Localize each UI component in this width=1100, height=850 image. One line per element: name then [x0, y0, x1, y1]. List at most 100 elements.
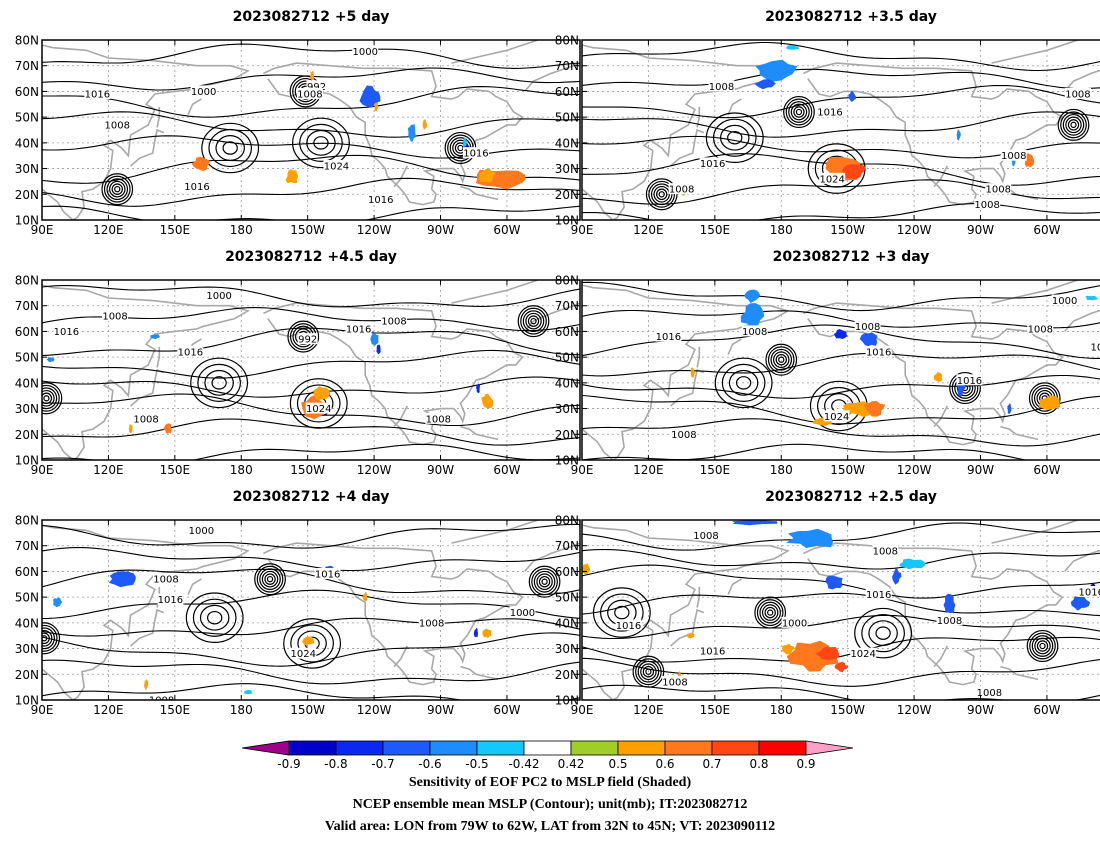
isobar-label-bg — [462, 147, 489, 159]
panel-frame — [41, 39, 581, 221]
x-tick-label: 120W — [357, 703, 392, 717]
x-tick-label: 150W — [830, 223, 865, 237]
high-pressure-isobar — [222, 141, 238, 155]
coastline — [451, 280, 539, 304]
low-pressure-isobar — [761, 604, 779, 621]
y-tick-label: 10N — [15, 214, 39, 228]
isobar-label-bg — [290, 647, 317, 659]
isobar-line — [42, 327, 580, 357]
colorbar-label: 0.6 — [655, 757, 674, 771]
isobar-line — [42, 43, 580, 69]
x-tick-label: 150W — [290, 223, 325, 237]
x-tick-label: 150E — [160, 223, 191, 237]
isobar-label-bg — [699, 645, 726, 657]
low-pressure-isobar — [1057, 108, 1090, 141]
low-pressure-isobar — [949, 371, 981, 405]
high-pressure-isobar — [292, 117, 350, 169]
coastline — [933, 405, 949, 428]
high-pressure-isobar — [592, 587, 651, 638]
colorbar-label: 0.7 — [702, 757, 721, 771]
low-pressure-isobar — [531, 568, 558, 596]
isobar-line — [42, 349, 580, 379]
isobar-label-bg — [781, 616, 808, 628]
coastline — [991, 280, 1079, 304]
isobar-label: 1008 — [381, 317, 406, 328]
high-pressure-isobar — [201, 122, 260, 174]
low-pressure-isobar — [770, 348, 793, 371]
high-pressure-isobar — [875, 626, 891, 640]
x-tick-label: 60W — [1033, 463, 1060, 477]
isobar-line — [582, 352, 1100, 377]
isobar-label: 1016 — [158, 595, 183, 606]
colorbar-swatch — [570, 740, 619, 756]
isobar-label-bg — [1051, 294, 1078, 306]
low-pressure-isobar — [656, 188, 668, 201]
high-pressure-isobar — [854, 607, 913, 659]
footer-line-2: NCEP ensemble mean MSLP (Contour); unit(… — [352, 797, 748, 812]
isobar-label-bg — [936, 614, 963, 626]
high-pressure-isobar — [721, 363, 766, 402]
isobar-label-bg — [297, 333, 318, 345]
high-pressure-isobar — [614, 605, 630, 620]
y-tick-label: 40N — [15, 616, 39, 630]
negative-sensitivity-area — [740, 303, 765, 328]
low-pressure-isobar — [1067, 119, 1080, 131]
coastline — [460, 665, 499, 681]
colorbar-swatch — [523, 740, 572, 756]
isobar-line — [42, 568, 580, 596]
y-tick-label: 40N — [555, 376, 579, 390]
negative-sensitivity-area — [244, 689, 253, 695]
y-tick-label: 10N — [15, 694, 39, 708]
isobar-label-bg — [823, 410, 850, 422]
low-pressure-isobar — [266, 575, 274, 583]
isobar-label: 1016 — [866, 590, 891, 601]
positive-sensitivity-area — [482, 628, 492, 639]
isobar-line — [42, 205, 580, 220]
isobar-line — [582, 68, 1100, 90]
low-pressure-isobar — [42, 389, 55, 407]
low-pressure-isobar — [767, 346, 795, 374]
isobar-label: 1016 — [656, 332, 681, 343]
low-pressure-isobar — [520, 307, 547, 335]
positive-sensitivity-area — [285, 169, 299, 184]
coastline — [263, 302, 524, 446]
isobar-line — [42, 547, 580, 572]
isobar-line — [582, 394, 1100, 425]
coastline — [451, 40, 539, 64]
low-pressure-isobar — [1065, 116, 1082, 134]
isobar-label-bg — [345, 322, 372, 334]
isobar-line — [582, 281, 1100, 312]
isobar-label: 1008 — [977, 688, 1002, 699]
x-tick-label: 120W — [897, 463, 932, 477]
low-pressure-isobar — [536, 573, 553, 591]
isobar-label: 1000 — [1052, 296, 1077, 307]
low-pressure-isobar — [42, 632, 50, 645]
positive-sensitivity-area — [310, 70, 315, 82]
isobar-label-bg — [305, 402, 332, 414]
high-pressure-isobar — [207, 610, 223, 625]
isobar-label-bg — [84, 88, 111, 99]
low-pressure-isobar — [788, 101, 810, 123]
high-pressure-isobar — [735, 376, 752, 390]
colorbar-label: -0.8 — [324, 757, 347, 771]
isobar-label: 1016 — [178, 348, 203, 359]
isobar-label: 1008 — [974, 200, 999, 211]
colorbar-label: 0.5 — [608, 757, 627, 771]
y-tick-label: 80N — [555, 514, 579, 528]
coastline — [42, 524, 250, 700]
isobar-label-bg — [865, 588, 892, 600]
isobar-label: 1008 — [426, 414, 451, 425]
isobar-line — [42, 86, 580, 118]
y-tick-label: 60N — [15, 325, 39, 339]
positive-sensitivity-area — [144, 679, 149, 690]
low-pressure-isobar — [754, 596, 787, 629]
positive-sensitivity-area — [481, 393, 494, 409]
y-tick-label: 50N — [15, 591, 39, 605]
low-pressure-isobar — [658, 191, 665, 198]
y-tick-label: 30N — [15, 402, 39, 416]
low-pressure-isobar — [765, 343, 798, 376]
map-panel: 2023082712 +3.5 day 1008 1016 1016 1008 1024 1… — [555, 9, 1100, 237]
x-tick-label: 90E — [571, 703, 594, 717]
panel-frame — [581, 279, 1100, 461]
isobar-line — [582, 443, 1028, 460]
